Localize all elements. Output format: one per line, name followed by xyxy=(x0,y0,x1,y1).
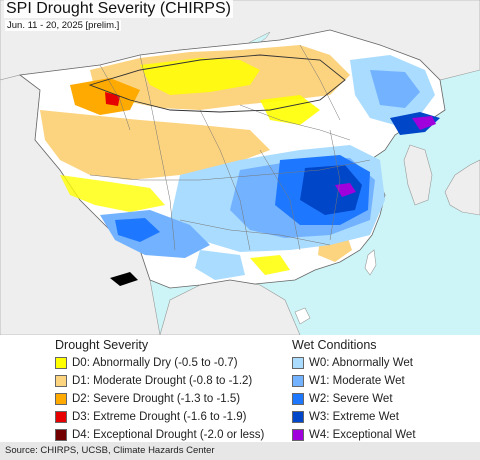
legend-swatch-d1 xyxy=(55,375,67,387)
province-borders xyxy=(89,44,371,251)
legend-label-w0: W0: Abnormally Wet xyxy=(309,357,413,369)
drought-d2-northwest xyxy=(70,78,140,115)
drought-d0-south xyxy=(250,255,290,275)
legend-swatch-w2 xyxy=(292,393,304,405)
taiwan-island xyxy=(364,249,377,276)
legend-item-d1: D1: Moderate Drought (-0.8 to -1.2) xyxy=(55,374,252,388)
legend-panel: Drought Severity Wet Conditions D0: Abno… xyxy=(0,335,480,442)
source-credit: Source: CHIRPS, UCSB, Climate Hazards Ce… xyxy=(5,445,215,456)
legend-label-d1: D1: Moderate Drought (-0.8 to -1.2) xyxy=(72,375,253,387)
legend-wet-title: Wet Conditions xyxy=(292,338,377,352)
drought-map xyxy=(0,0,480,335)
wet-w0-southwest xyxy=(195,250,245,280)
legend-swatch-d3 xyxy=(55,411,67,423)
legend-item-w1: W1: Moderate Wet xyxy=(292,374,405,388)
legend-label-w1: W1: Moderate Wet xyxy=(309,375,405,387)
legend-label-d0: D0: Abnormally Dry (-0.5 to -0.7) xyxy=(72,357,238,369)
japan-islands xyxy=(444,159,480,216)
drought-d0-west xyxy=(60,175,165,212)
drought-d1-west xyxy=(40,110,270,180)
legend-label-w3: W3: Extreme Wet xyxy=(309,411,399,423)
legend-item-d4: D4: Exceptional Drought (-2.0 or less) xyxy=(55,428,264,442)
drought-d0-mongolia xyxy=(140,58,260,95)
legend-swatch-d2 xyxy=(55,393,67,405)
wet-w4-central xyxy=(335,183,356,197)
korea-peninsula xyxy=(403,144,433,206)
legend-item-w3: W3: Extreme Wet xyxy=(292,410,399,424)
source-footer: Source: CHIRPS, UCSB, Climate Hazards Ce… xyxy=(0,442,480,460)
hainan-island xyxy=(294,307,311,325)
legend-swatch-w4 xyxy=(292,429,304,441)
mongolia-border xyxy=(88,54,346,113)
legend-item-d0: D0: Abnormally Dry (-0.5 to -0.7) xyxy=(55,356,238,370)
legend-label-d2: D2: Severe Drought (-1.3 to -1.5) xyxy=(72,393,241,405)
wet-w1-northeast xyxy=(370,70,420,108)
legend-swatch-d4 xyxy=(55,429,67,441)
legend-swatch-d0 xyxy=(55,357,67,369)
legend-label-d4: D4: Exceptional Drought (-2.0 or less) xyxy=(72,429,265,441)
map-date-range: Jun. 11 - 20, 2025 [prelim.] xyxy=(5,20,122,31)
legend-label-w4: W4: Exceptional Wet xyxy=(309,429,416,441)
legend-item-w2: W2: Severe Wet xyxy=(292,392,393,406)
drought-d0-north xyxy=(260,95,320,125)
wet-w3-central xyxy=(300,165,362,215)
legend-item-w4: W4: Exceptional Wet xyxy=(292,428,416,442)
legend-item-d2: D2: Severe Drought (-1.3 to -1.5) xyxy=(55,392,240,406)
wet-w2-southwest xyxy=(115,218,160,242)
legend-drought-title: Drought Severity xyxy=(55,338,149,352)
legend-swatch-w1 xyxy=(292,375,304,387)
map-title: SPI Drought Severity (CHIRPS) xyxy=(4,0,233,18)
legend-swatch-w3 xyxy=(292,411,304,423)
legend-label-d3: D3: Extreme Drought (-1.6 to -1.9) xyxy=(72,411,247,423)
no-data-region xyxy=(110,272,138,286)
legend-label-w2: W2: Severe Wet xyxy=(309,393,393,405)
drought-d3-northwest xyxy=(105,92,120,106)
legend-item-d3: D3: Extreme Drought (-1.6 to -1.9) xyxy=(55,410,246,424)
legend-item-w0: W0: Abnormally Wet xyxy=(292,356,413,370)
legend-swatch-w0 xyxy=(292,357,304,369)
wet-w4-liaoning xyxy=(412,116,436,130)
